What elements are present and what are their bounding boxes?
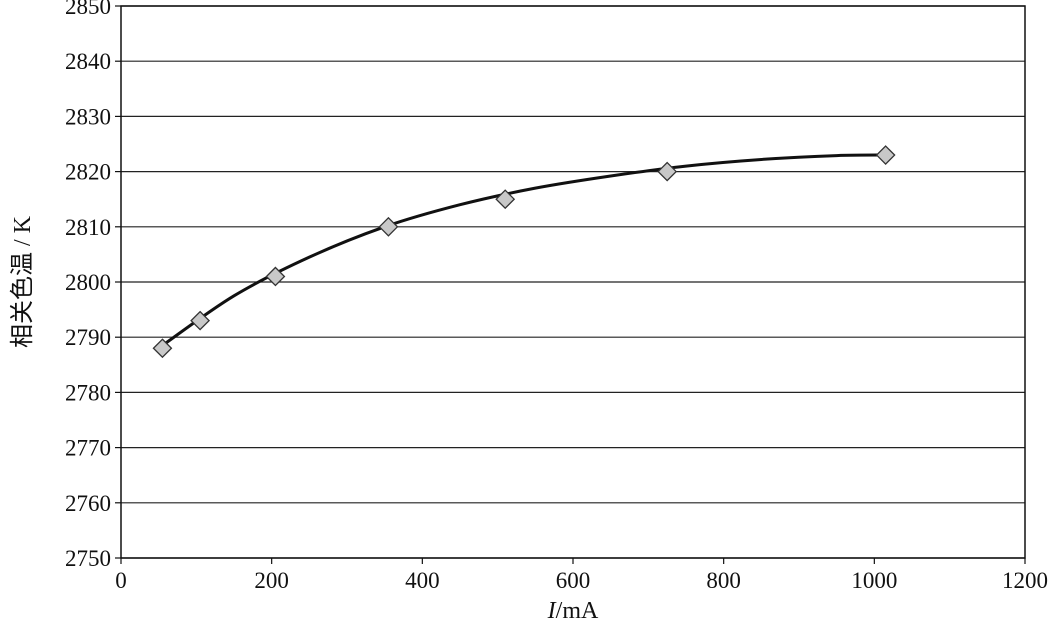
x-tick-label: 800 — [706, 568, 741, 593]
x-tick-label: 0 — [115, 568, 127, 593]
x-axis-title: I/mA — [547, 598, 599, 621]
y-tick-label: 2770 — [65, 436, 111, 461]
x-axis-variable: I — [547, 598, 557, 621]
y-tick-label: 2830 — [65, 104, 111, 129]
trendline-layer — [161, 153, 890, 347]
y-tick-label: 2750 — [65, 546, 111, 571]
data-points — [152, 145, 896, 359]
trendline — [161, 153, 890, 347]
y-tick-label: 2820 — [65, 160, 111, 185]
data-point-diamond — [265, 266, 286, 287]
data-point-diamond — [875, 145, 896, 165]
x-axis-unit: /mA — [556, 598, 599, 621]
y-tick-label: 2850 — [65, 0, 111, 19]
y-axis-title: 相关色温 / K — [9, 215, 36, 348]
x-tick-label: 600 — [556, 568, 591, 593]
y-tick-label: 2800 — [65, 270, 111, 295]
x-tick-label: 400 — [405, 568, 440, 593]
data-point-diamond — [190, 310, 211, 331]
x-tick-label: 1000 — [851, 568, 897, 593]
x-tick-label: 200 — [254, 568, 289, 593]
y-tick-label: 2810 — [65, 215, 111, 240]
data-point-diamond — [657, 161, 678, 182]
y-tick-label: 2760 — [65, 491, 111, 516]
y-tick-label: 2780 — [65, 380, 111, 405]
y-tick-label: 2790 — [65, 325, 111, 350]
data-point-diamond — [495, 189, 516, 210]
data-point-diamond — [378, 216, 399, 237]
x-tick-label: 1200 — [1002, 568, 1048, 593]
y-tick-label: 2840 — [65, 49, 111, 74]
data-point-diamond — [152, 338, 173, 359]
axis-ticks: 2750 2760 2770 2780 2790 2800 2810 2820 2830 2840… — [65, 0, 1048, 593]
